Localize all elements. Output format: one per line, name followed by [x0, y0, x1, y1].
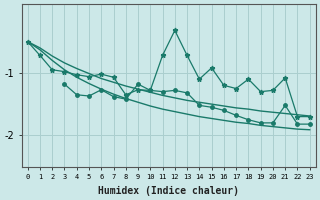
X-axis label: Humidex (Indice chaleur): Humidex (Indice chaleur): [98, 186, 239, 196]
